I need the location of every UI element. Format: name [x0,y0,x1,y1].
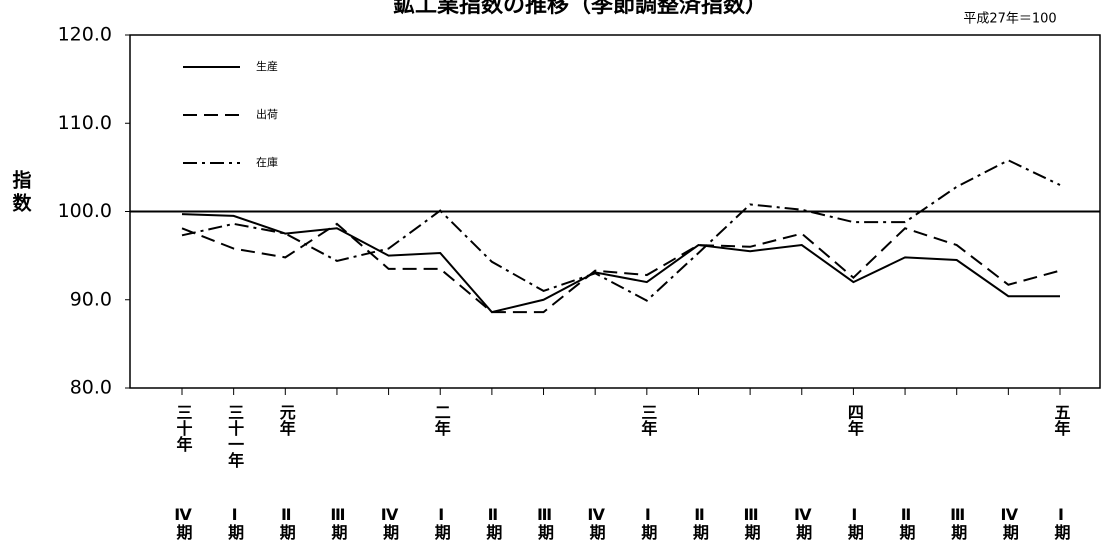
x-year-label: 三十年 [174,404,193,453]
y-tick-label: 110.0 [58,112,112,134]
y-tick-label: 100.0 [58,200,112,222]
x-tick-label: Ⅳ期 [793,505,812,541]
chart-title: 鉱工業指数の推移（季節調整済指数） [393,0,767,18]
x-tick-label: Ⅰ期 [225,505,244,541]
y-tick-label: 120.0 [58,24,112,46]
legend-label: 在庫 [256,155,278,169]
x-tick-label: Ⅱ期 [897,505,916,541]
x-tick-label: Ⅱ期 [277,505,296,541]
legend-label: 出荷 [256,107,278,121]
y-axis-label: 指数 [10,170,32,216]
series-line [181,159,1061,302]
x-year-label: 三十一年 [225,404,244,469]
x-tick-label: Ⅲ期 [742,505,761,541]
y-tick-label: 80.0 [70,377,112,399]
x-tick-label: Ⅳ期 [586,505,605,541]
x-tick-label: Ⅲ期 [328,505,347,541]
x-year-label: 三年 [638,404,657,437]
x-tick-label: Ⅰ期 [845,505,864,541]
x-tick-label: Ⅰ期 [432,505,451,541]
y-tick-label: 90.0 [70,288,112,310]
chart-subtitle: 平成27年＝100 [963,12,1056,27]
x-tick-label: Ⅱ期 [690,505,709,541]
x-tick-label: Ⅲ期 [535,505,554,541]
x-year-label: 四年 [845,404,864,437]
series-line [181,213,1060,314]
x-tick-label: Ⅰ期 [638,505,657,541]
x-tick-label: Ⅲ期 [948,505,967,541]
legend-label: 生産 [256,59,278,73]
series-line [181,222,1061,314]
x-year-label: 元年 [277,404,296,437]
x-tick-label: Ⅳ期 [173,505,192,541]
x-year-label: 五年 [1052,404,1071,437]
x-tick-label: Ⅰ期 [1052,505,1071,541]
x-tick-label: Ⅳ期 [1000,505,1019,541]
x-tick-label: Ⅳ期 [380,505,399,541]
x-tick-label: Ⅱ期 [483,505,502,541]
x-year-label: 二年 [432,404,451,437]
